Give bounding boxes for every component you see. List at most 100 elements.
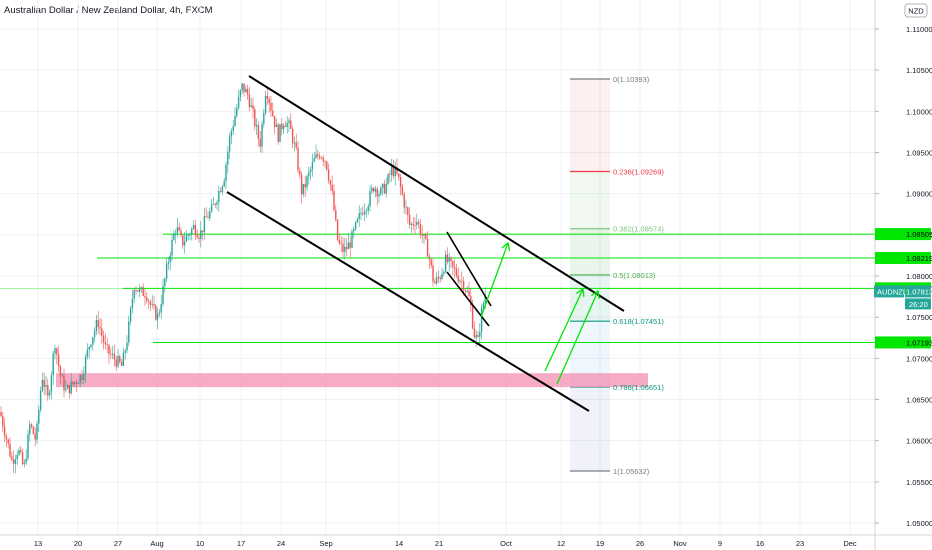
candle-body [156,313,159,320]
x-tick-label: Oct [500,539,513,548]
candle-body [120,361,123,366]
candle-body [403,194,405,208]
level-badge [875,336,931,349]
candle-body [183,241,186,246]
candle-body [419,223,422,235]
x-tick-label: 16 [756,539,764,548]
candle-body [84,356,87,374]
time-axis[interactable]: 13 20 27 Aug 10 17 24 Sep 14 21 Oct 12 19 26 Nov 9 16 23 D… [0,534,932,548]
currency-badge[interactable] [904,3,928,18]
candle-body [83,373,85,380]
candle-body [282,125,285,130]
trend-channel[interactable] [226,75,625,412]
candle-body [135,289,137,291]
candle-body [18,450,20,455]
candle-body [426,239,429,257]
trendline[interactable] [226,191,590,412]
candle-body [176,227,179,233]
demand-zone-rect[interactable] [56,373,648,388]
y-tick-label: 1.08000 [906,272,932,281]
candle-body [473,328,476,338]
fib-level-label: 0.786(1.06651) [613,383,664,392]
candle-body [333,190,335,211]
y-tick-label: 1.07000 [906,354,932,363]
x-tick-label: 21 [435,539,443,548]
candle-body [311,161,314,170]
candle-body [5,436,8,440]
candle-body [376,188,378,197]
candle-body [389,174,391,176]
candle-body [153,304,155,306]
candle-body [313,158,315,162]
candle-body [122,352,125,366]
symbol-badge [874,285,904,298]
candle-body [342,243,344,252]
candle-body [38,409,40,424]
candle-body [273,115,276,127]
arrow-head [575,287,585,298]
candle-body [362,213,364,215]
candle-body [0,411,2,417]
y-tick-label: 1.10500 [906,66,932,75]
candle-body [398,173,400,178]
candle-body [207,217,209,219]
candle-body [45,385,47,387]
support-zone[interactable] [56,373,648,388]
candle-body [191,228,193,235]
x-tick-label: 14 [395,539,403,548]
fibonacci-zone[interactable] [570,78,610,472]
candle-body [254,109,256,127]
projection-arrows[interactable] [480,241,600,385]
candle-body [81,375,83,380]
candle-body [263,113,265,124]
candle-body [237,96,240,109]
candle-body [317,154,319,156]
projection-arrow[interactable] [480,242,509,318]
horizontal-levels[interactable] [0,233,875,343]
projection-arrow[interactable] [556,290,599,385]
candle-body [284,125,287,127]
projection-arrow[interactable] [544,288,584,372]
countdown-badge [905,298,931,310]
candle-body [464,290,467,292]
candle-body [291,128,294,144]
candle-body [356,218,359,223]
trendline[interactable] [248,75,625,312]
candle-body [115,359,117,367]
candle-body [475,335,477,338]
candle-body [318,155,321,158]
candle-body [167,262,170,264]
fib-level-label: 0(1.10393) [613,75,650,84]
price-badge-label: 1.07813 [906,287,932,296]
candle-body [210,204,213,212]
candle-body [133,289,135,299]
x-tick-label: 23 [796,539,804,548]
candle-body [367,206,369,211]
x-tick-label: 19 [596,539,604,548]
candle-body [138,288,141,292]
candle-body [331,184,333,191]
currency-label: NZD [908,7,924,16]
candle-body [21,452,24,465]
candle-body [227,151,229,165]
candle-body [443,271,445,274]
candle-body [239,90,242,97]
candle-body [255,124,258,127]
candle-body [405,207,407,209]
candle-body [117,355,119,367]
candle-body [192,225,195,229]
candle-body [293,142,296,144]
candle-body [435,277,438,284]
candle-body [108,344,110,354]
trendline[interactable] [446,231,492,307]
candle-body [209,211,211,219]
candle-body [164,278,166,286]
candle-body [171,239,173,256]
candle-body [300,174,303,195]
candle-body [392,166,395,177]
price-axis[interactable]: 1.11000 1.10500 1.10000 1.09500 1.09000 1.085… [874,0,932,550]
trendline[interactable] [446,271,490,327]
candle-body [232,126,234,131]
candle-body [322,157,324,162]
